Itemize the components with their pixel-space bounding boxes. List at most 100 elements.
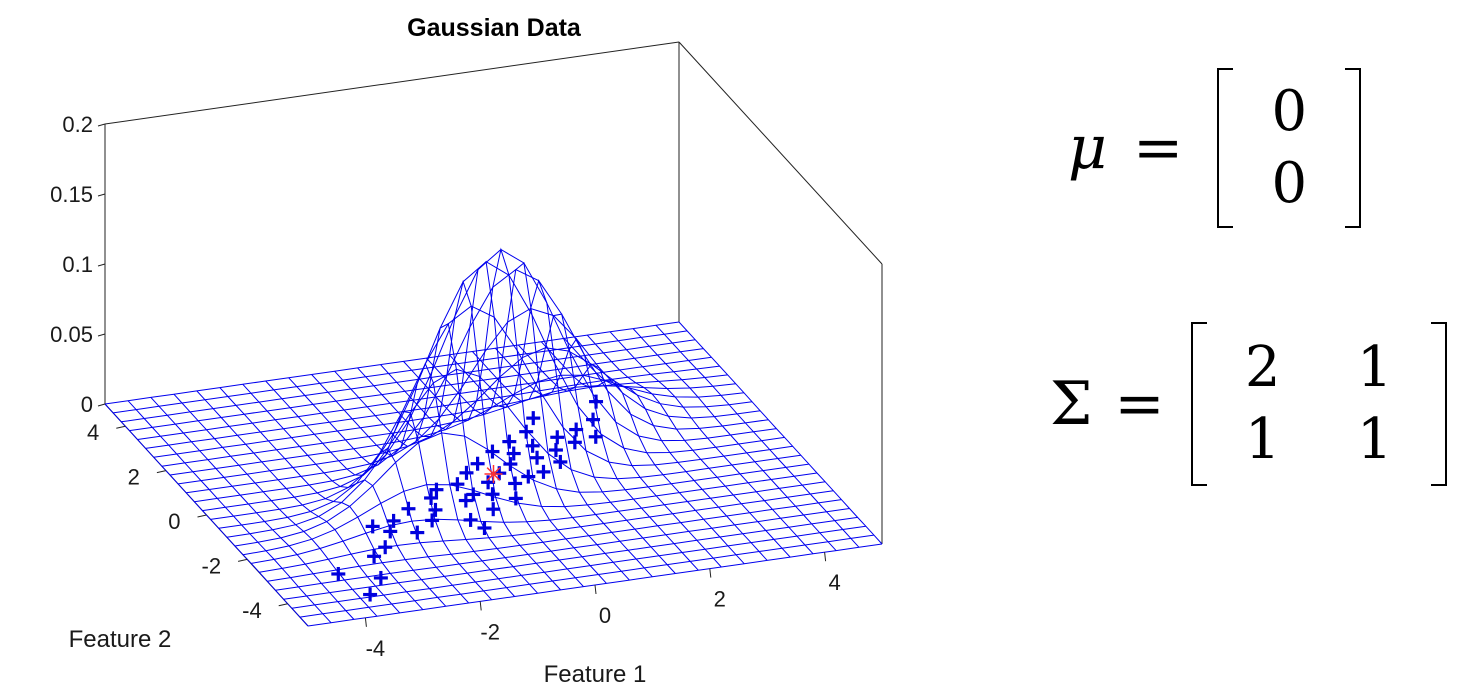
mesh-line-y <box>127 400 332 624</box>
mesh-line-x <box>234 432 809 547</box>
y-tick-label: -2 <box>202 553 222 578</box>
mesh-line-y <box>655 324 860 548</box>
sample-point <box>459 465 474 480</box>
mesh-line-x <box>267 499 842 582</box>
mesh-line-y <box>196 390 401 614</box>
sample-point <box>521 469 536 484</box>
mean-value: 0 <box>1271 79 1308 144</box>
mesh-line-y <box>632 328 837 551</box>
sample-point <box>463 512 478 527</box>
mu-symbol: μ <box>1068 113 1107 183</box>
sample-point <box>506 446 521 461</box>
mesh-line-y <box>426 262 630 581</box>
mesh-line-x <box>251 481 826 564</box>
mesh-line-y <box>357 279 561 591</box>
mesh-line-x <box>242 472 818 556</box>
mean-marker <box>484 465 503 483</box>
x-tick <box>594 584 597 595</box>
sample-point <box>378 540 393 555</box>
mesh-line-x <box>129 348 704 432</box>
x-tick-label: -2 <box>480 619 500 644</box>
z-tick-label: 0.15 <box>50 182 93 207</box>
mesh-line-x <box>194 269 769 503</box>
x-tick <box>824 552 827 562</box>
mesh-line-x <box>275 508 850 591</box>
chart-title: Gaussian Data <box>407 14 582 42</box>
sample-point <box>508 491 523 506</box>
x-tick <box>709 568 712 578</box>
z-tick-label: 0 <box>81 392 93 417</box>
z-tick <box>97 403 106 407</box>
sample-point <box>502 434 517 449</box>
x-tick-label: -4 <box>366 636 386 661</box>
mesh-line-x <box>169 374 745 476</box>
sample-point <box>536 464 551 479</box>
plot-box-back-edges <box>104 41 883 627</box>
mesh-line-x <box>299 534 874 618</box>
mesh-line-x <box>104 321 680 405</box>
sample-point <box>363 587 378 602</box>
sample-point <box>548 443 563 458</box>
sample-point <box>503 457 518 472</box>
sample-point <box>365 519 380 534</box>
x-tick <box>364 617 367 627</box>
sample-point <box>450 477 465 492</box>
mesh-line-x <box>210 261 785 520</box>
sample-point <box>410 525 425 540</box>
asterisk-stroke <box>486 467 501 481</box>
sample-point <box>429 482 444 497</box>
mesh-line-y <box>219 387 424 610</box>
sample-point <box>526 411 541 426</box>
covariance-value: 1 <box>1244 407 1281 472</box>
x-tick <box>479 601 482 611</box>
y-tick-label: 2 <box>128 465 140 490</box>
sample-point <box>519 424 534 439</box>
sample-point <box>424 490 439 505</box>
equals-sign: = <box>1133 113 1184 183</box>
z-tick <box>97 123 106 127</box>
sample-point <box>553 454 568 469</box>
left-bracket <box>1217 68 1234 228</box>
sample-point <box>485 444 500 459</box>
mesh-line-x <box>259 490 834 573</box>
y-tick <box>156 470 167 474</box>
y-tick-label: -4 <box>242 598 262 623</box>
x-tick-label: 0 <box>599 603 611 628</box>
right-bracket <box>1345 68 1362 228</box>
sample-point <box>458 493 473 508</box>
mesh-line-y <box>242 383 447 607</box>
sample-point <box>567 435 582 450</box>
sample-point <box>586 412 601 427</box>
sample-point <box>386 513 401 528</box>
mesh-line-y <box>334 322 538 594</box>
mesh-line-x <box>137 356 712 440</box>
sigma-symbol: Σ <box>1050 369 1093 439</box>
axis-ticks <box>97 123 827 627</box>
z-tick <box>97 263 106 267</box>
sample-point <box>508 476 523 491</box>
mesh-line-y <box>494 337 699 571</box>
mesh-line-y <box>288 377 493 601</box>
covariance-value: 2 <box>1244 335 1281 400</box>
sample-point <box>428 502 443 517</box>
sample-point <box>401 501 416 516</box>
mesh-line-y <box>403 247 607 584</box>
covariance-equation: Σ = 2 1 1 1 <box>1050 322 1447 486</box>
sample-point <box>466 487 481 502</box>
sample-point <box>588 429 603 444</box>
mesh-line-x <box>161 383 736 467</box>
z-tick <box>97 193 106 197</box>
y-tick <box>278 603 288 607</box>
sample-point <box>485 487 500 502</box>
sample-point <box>525 438 540 453</box>
y-tick <box>237 558 248 562</box>
sample-point <box>470 456 485 471</box>
gaussian-surface-mesh <box>104 247 883 627</box>
gaussian-3d-plot: Gaussian Data 0 0.05 0.1 0.15 0.2 -4 -2 … <box>50 14 883 688</box>
equals-sign: = <box>1114 369 1165 439</box>
z-tick-label: 0.1 <box>62 252 93 277</box>
mesh-line-x <box>121 339 696 423</box>
covariance-value: 1 <box>1356 407 1393 472</box>
y-tick <box>197 514 207 518</box>
y-tick-label: 0 <box>168 509 180 534</box>
